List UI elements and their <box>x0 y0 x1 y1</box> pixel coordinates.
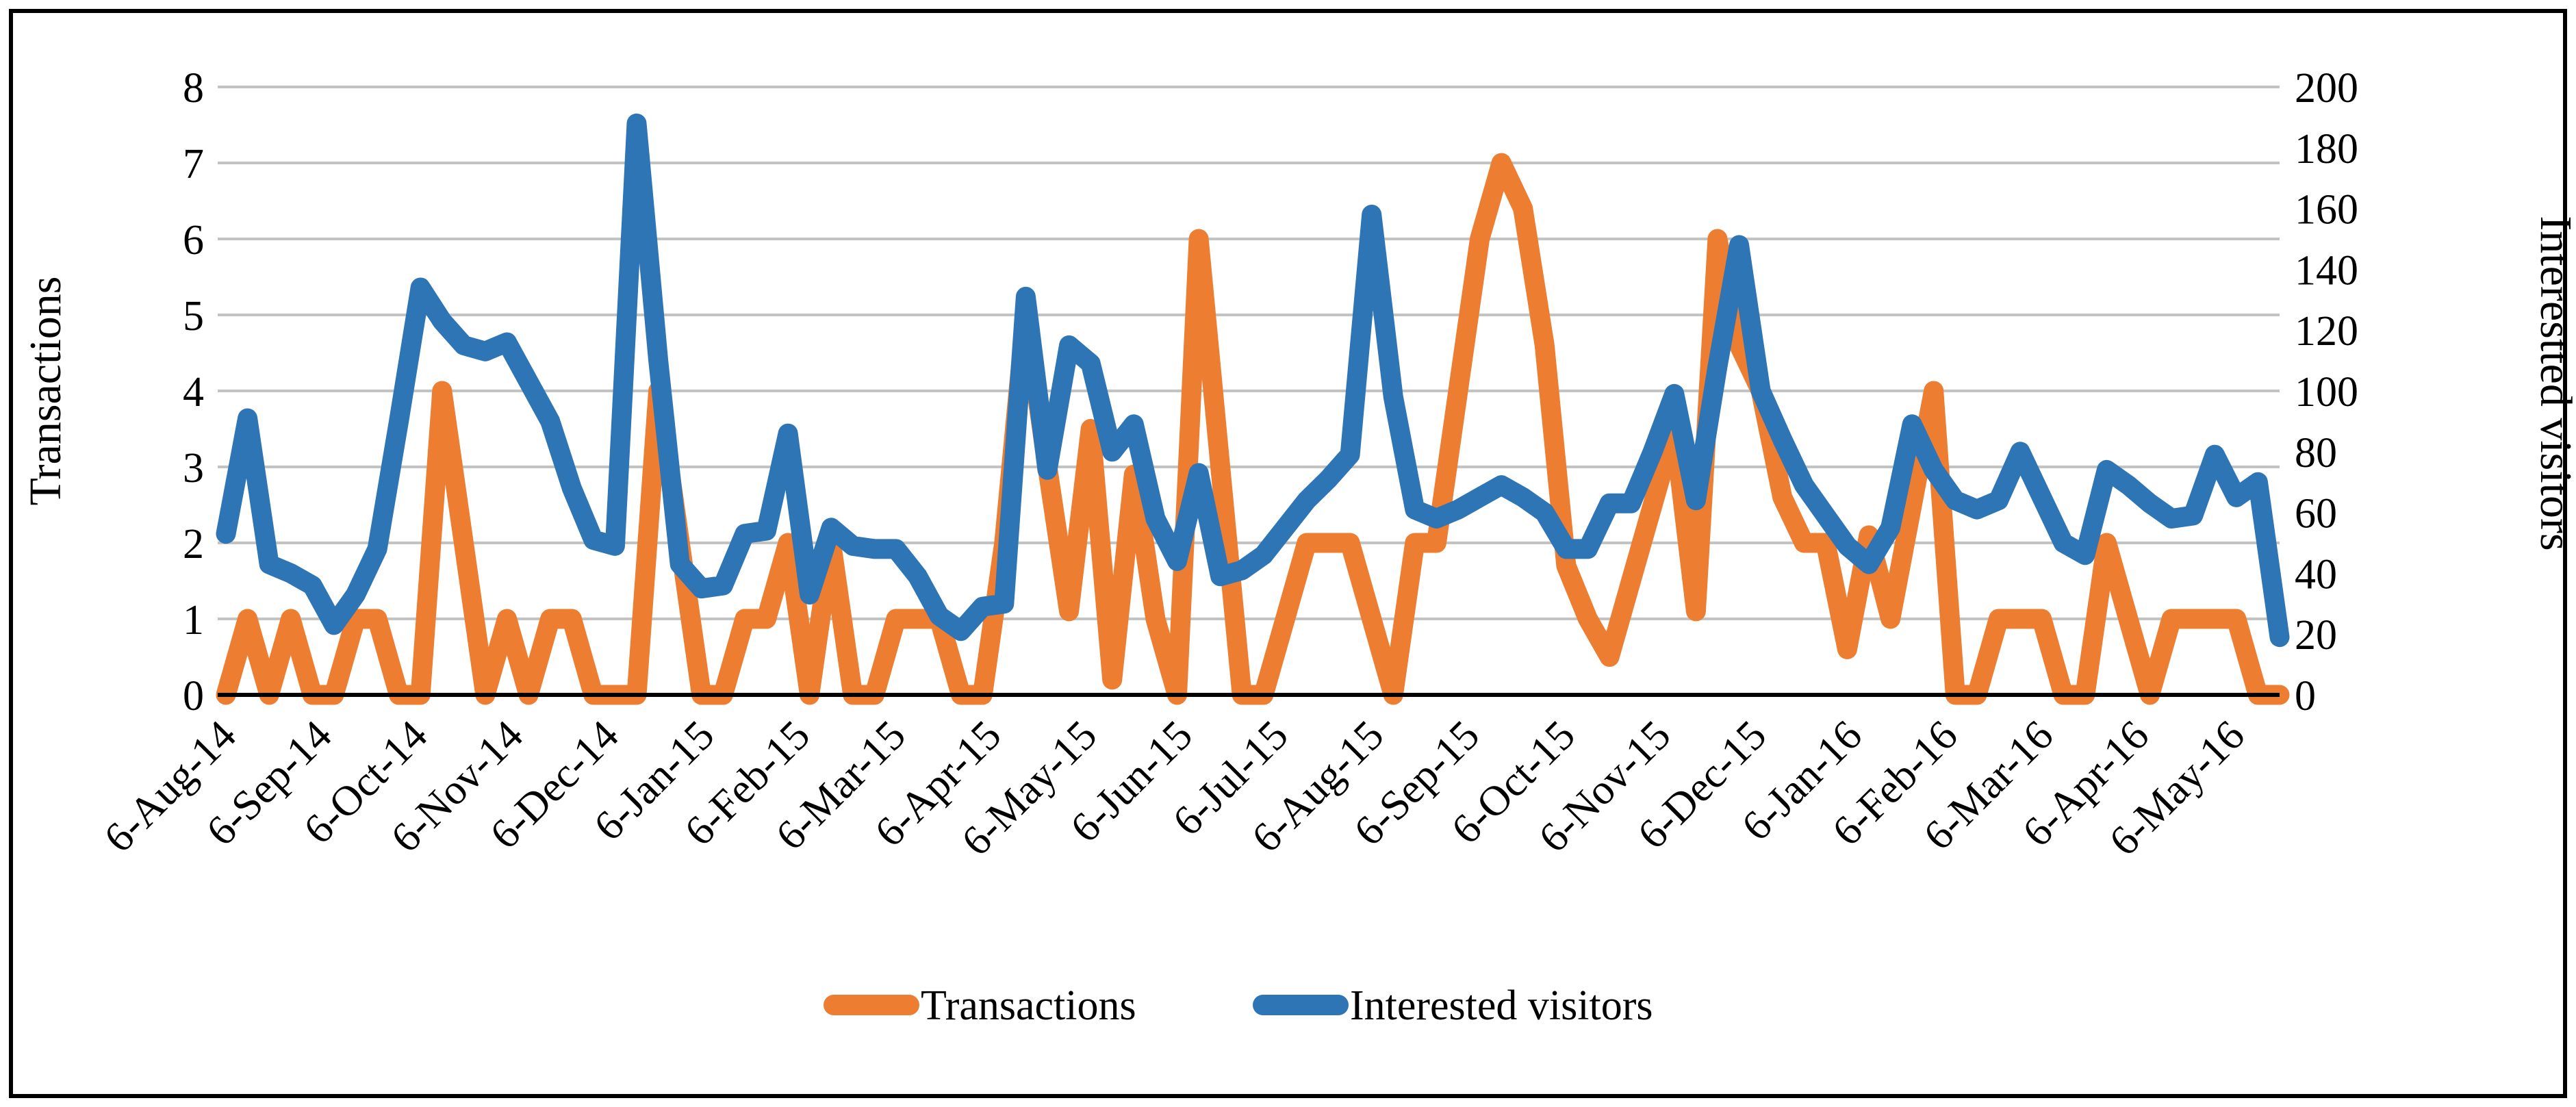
y-right-tick-label: 200 <box>2295 65 2358 112</box>
y-left-tick-label: 4 <box>183 369 204 416</box>
gridlines <box>218 86 2280 620</box>
y-left-tick-label: 0 <box>183 673 204 720</box>
y-right-tick-label: 80 <box>2295 430 2337 476</box>
y-left-tick-label: 1 <box>183 597 204 644</box>
series-lines <box>216 113 2290 705</box>
y-left-tick-label: 5 <box>183 293 204 340</box>
y-right-tick-label: 180 <box>2295 126 2358 173</box>
y-left-tick-label: 8 <box>183 65 204 112</box>
y-left-axis-title: Transactions <box>21 277 71 506</box>
y-right-tick-label: 160 <box>2295 187 2358 233</box>
y-right-tick-label: 60 <box>2295 491 2337 537</box>
y-left-tick-label: 6 <box>183 217 204 264</box>
y-left-tick-label: 7 <box>183 141 204 188</box>
interested-visitors-line <box>216 113 2290 648</box>
legend: Transactions Interested visitors <box>824 982 1653 1029</box>
y-right-tick-label: 100 <box>2295 369 2358 416</box>
y-left-tick-label: 2 <box>183 521 204 568</box>
y-left-tick-label: 3 <box>183 445 204 492</box>
y-right-tick-label: 20 <box>2295 612 2337 659</box>
y-right-axis-title: Interestted visitors <box>2531 216 2576 550</box>
transactions-line <box>216 153 2290 705</box>
y-right-tick-label: 140 <box>2295 247 2358 294</box>
legend-label-interested-visitors: Interested visitors <box>1350 982 1653 1029</box>
y-right-tick-label: 120 <box>2295 308 2358 355</box>
figure-border <box>9 9 2567 1098</box>
legend-label-transactions: Transactions <box>921 982 1136 1029</box>
y-right-tick-label: 40 <box>2295 551 2337 598</box>
y-right-tick-label: 0 <box>2295 673 2316 720</box>
